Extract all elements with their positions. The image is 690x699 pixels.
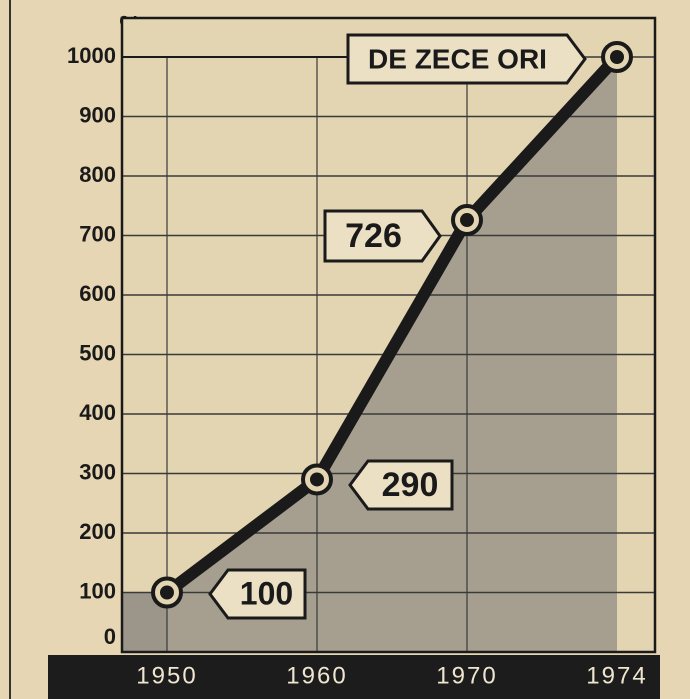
annotation-box: [346, 33, 587, 85]
point-core: [610, 50, 624, 64]
value-label-box: [323, 209, 442, 263]
line: [163, 52, 622, 598]
value-label-box: [348, 459, 454, 511]
x-tick-label: 1960: [286, 662, 347, 689]
annotation: DE ZECE ORI: [368, 43, 547, 74]
y-tick-label: 600: [79, 281, 116, 306]
value-label-box: [208, 568, 307, 620]
plot-frame: [120, 16, 657, 654]
y-tick-label: 300: [79, 459, 116, 484]
y-tick-label: 200: [79, 519, 116, 544]
x-tick-label: 1970: [436, 662, 497, 689]
point-core: [160, 585, 174, 600]
point-core: [460, 213, 474, 228]
x-tick-label: 1974: [586, 662, 647, 689]
y-tick-label: 100: [79, 578, 116, 603]
y-tick-label: 0: [104, 624, 116, 649]
y-tick-label: 500: [79, 340, 116, 365]
y-tick-label: 900: [79, 102, 116, 127]
value-label: 726: [345, 217, 402, 255]
y-tick-label: 1000: [67, 43, 116, 68]
y-tick-label: 400: [79, 400, 116, 425]
point-core: [310, 472, 324, 487]
value-label: 290: [382, 466, 439, 504]
value-label: 100: [240, 575, 293, 611]
y-tick-label: 700: [79, 221, 116, 246]
x-axis-band: [48, 655, 660, 699]
x-tick-label: 1950: [136, 662, 197, 689]
y-tick-label: 800: [79, 162, 116, 187]
